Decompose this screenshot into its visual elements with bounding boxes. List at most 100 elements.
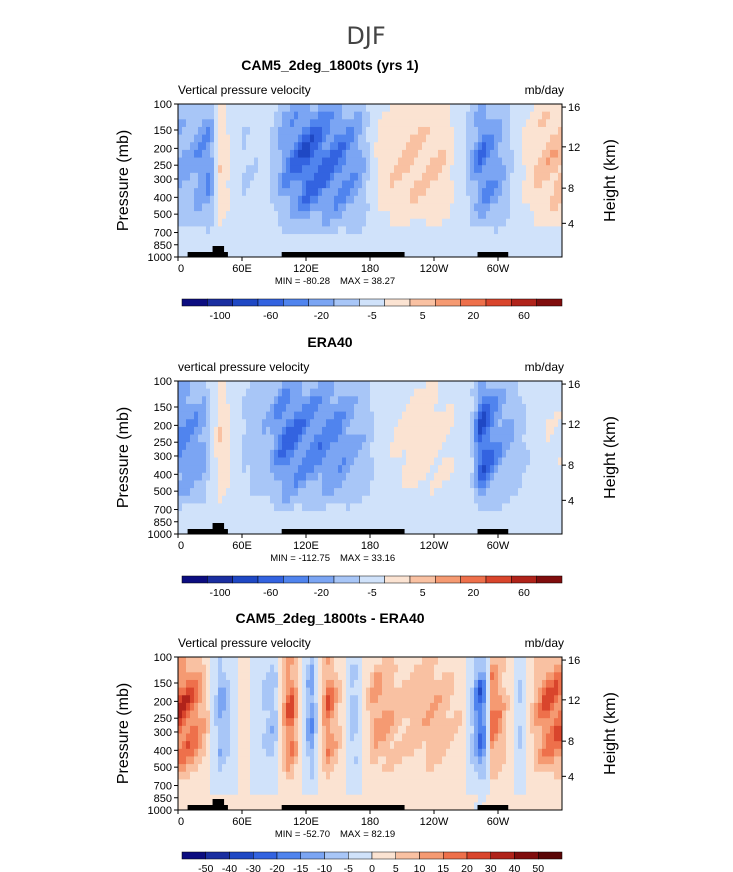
contour-cell (298, 465, 303, 474)
contour-cell (318, 657, 323, 666)
contour-cell (418, 495, 423, 504)
contour-cell (190, 794, 195, 803)
contour-cell (474, 234, 479, 243)
contour-cell (506, 472, 511, 482)
contour-cell (198, 748, 203, 758)
contour-cell (326, 134, 331, 143)
contour-cell (442, 134, 447, 143)
contour-cell (514, 480, 519, 489)
contour-cell (350, 695, 355, 704)
contour-cell (374, 756, 379, 765)
contour-cell (222, 718, 227, 727)
contour-cell (282, 457, 287, 466)
contour-cell (414, 195, 419, 205)
contour-cell (334, 794, 339, 803)
contour-cell (314, 104, 319, 113)
contour-cell (310, 787, 315, 796)
contour-cell (362, 388, 367, 397)
contour-cell (262, 679, 267, 689)
contour-cell (274, 434, 279, 443)
contour-cell (462, 226, 467, 235)
contour-cell (278, 748, 283, 758)
contour-cell (546, 511, 551, 520)
contour-cell (474, 503, 479, 512)
contour-cell (494, 403, 499, 413)
contour-cell (326, 695, 331, 704)
contour-cell (474, 119, 479, 128)
contour-cell (226, 165, 231, 174)
contour-cell (210, 488, 215, 497)
contour-cell (238, 748, 243, 758)
contour-cell (286, 472, 291, 482)
contour-cell (350, 756, 355, 765)
contour-cell (306, 733, 311, 742)
contour-cell (314, 149, 319, 159)
contour-cell (322, 718, 327, 727)
contour-cell (274, 241, 279, 250)
contour-cell (190, 457, 195, 466)
contour-cell (374, 226, 379, 235)
contour-cell (366, 411, 371, 420)
contour-cell (310, 434, 315, 443)
contour-cell (498, 180, 503, 189)
contour-cell (194, 442, 199, 451)
contour-cell (330, 672, 335, 681)
contour-cell (302, 403, 307, 413)
contour-cell (530, 203, 535, 212)
contour-cell (538, 195, 543, 205)
contour-cell (262, 756, 267, 765)
contour-cell (214, 234, 219, 243)
contour-cell (314, 419, 319, 428)
contour-cell (202, 411, 207, 420)
contour-cell (302, 226, 307, 235)
contour-cell (454, 426, 459, 436)
contour-cell (354, 725, 359, 735)
contour-cell (294, 449, 299, 459)
contour-cell (266, 511, 271, 520)
contour-cell (302, 126, 307, 136)
contour-cell (290, 725, 295, 735)
contour-cell (442, 211, 447, 220)
contour-cell (182, 211, 187, 220)
contour-cell (370, 672, 375, 681)
contour-cell (242, 764, 247, 773)
contour-cell (198, 495, 203, 504)
contour-cell (218, 794, 223, 803)
contour-cell (370, 180, 375, 189)
contour-cell (410, 149, 415, 159)
contour-cell (430, 142, 435, 151)
contour-cell (310, 419, 315, 428)
contour-cell (374, 234, 379, 243)
contour-cell (330, 426, 335, 436)
contour-cell (386, 149, 391, 159)
contour-cell (330, 165, 335, 174)
contour-cell (482, 396, 487, 405)
contour-cell (446, 180, 451, 189)
contour-cell (214, 741, 219, 750)
contour-cell (538, 241, 543, 250)
contour-cell (534, 172, 539, 182)
contour-cell (262, 449, 267, 459)
contour-cell (538, 388, 543, 397)
contour-cell (506, 203, 511, 212)
contour-cell (178, 672, 183, 681)
contour-cell (374, 741, 379, 750)
contour-cell (486, 226, 491, 235)
contour-cell (494, 234, 499, 243)
contour-cell (190, 172, 195, 182)
contour-cell (550, 188, 555, 197)
contour-cell (486, 396, 491, 405)
contour-cell (214, 388, 219, 397)
contour-cell (494, 518, 499, 527)
contour-cell (370, 764, 375, 773)
contour-cell (306, 672, 311, 681)
contour-cell (498, 203, 503, 212)
contour-cell (434, 165, 439, 174)
contour-cell (246, 119, 251, 128)
contour-cell (358, 111, 363, 120)
contour-cell (414, 495, 419, 504)
contour-cell (294, 672, 299, 681)
contour-cell (458, 180, 463, 189)
contour-cell (214, 511, 219, 520)
contour-cell (234, 741, 239, 750)
